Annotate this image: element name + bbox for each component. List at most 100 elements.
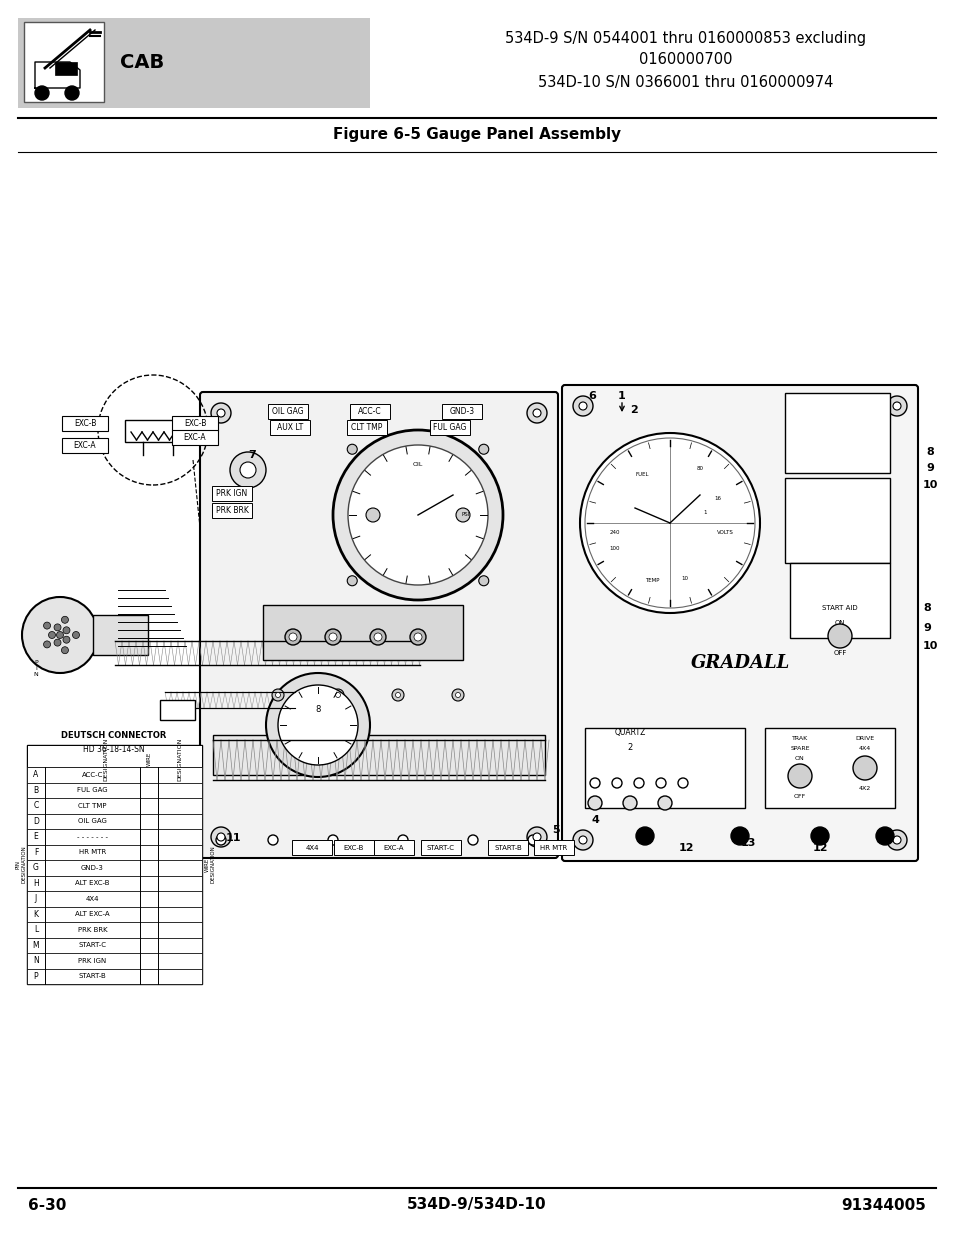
Text: FUEL: FUEL	[635, 473, 648, 478]
Circle shape	[397, 835, 408, 845]
Circle shape	[275, 693, 280, 698]
Text: START-C: START-C	[78, 942, 107, 948]
Text: DEUTSCH CONNECTOR: DEUTSCH CONNECTOR	[61, 730, 167, 740]
Text: N: N	[33, 956, 39, 966]
FancyBboxPatch shape	[334, 840, 374, 855]
Text: K: K	[33, 910, 38, 919]
Bar	[27, 767, 202, 783]
Circle shape	[374, 634, 381, 641]
Circle shape	[578, 836, 586, 844]
Circle shape	[527, 835, 537, 845]
Text: H: H	[33, 879, 39, 888]
Text: WIRE
DESIGNATION: WIRE DESIGNATION	[204, 846, 215, 883]
Bar	[27, 953, 202, 968]
Circle shape	[573, 830, 593, 850]
Circle shape	[584, 438, 754, 608]
Circle shape	[730, 827, 748, 845]
Text: 11: 11	[225, 832, 240, 844]
Text: DESIGNATION: DESIGNATION	[177, 737, 182, 781]
Circle shape	[634, 778, 643, 788]
Bar	[27, 860, 202, 876]
Text: CAB: CAB	[120, 53, 164, 73]
Text: 534D-9/534D-10: 534D-9/534D-10	[407, 1198, 546, 1213]
Circle shape	[587, 797, 601, 810]
Circle shape	[478, 576, 488, 585]
Circle shape	[61, 647, 69, 653]
Bar	[27, 968, 202, 984]
Bar	[27, 845, 202, 860]
Circle shape	[348, 445, 488, 585]
Text: EXC-B: EXC-B	[73, 419, 96, 429]
Circle shape	[289, 634, 296, 641]
Text: 8: 8	[923, 603, 930, 613]
Circle shape	[533, 832, 540, 841]
Text: START-B: START-B	[494, 845, 521, 851]
Circle shape	[579, 433, 760, 613]
Bar	[24, 22, 104, 103]
Text: ALT EXC-B: ALT EXC-B	[75, 881, 110, 887]
Circle shape	[211, 403, 231, 424]
Bar	[27, 937, 202, 953]
Text: SPARE: SPARE	[789, 746, 809, 751]
Circle shape	[370, 629, 386, 645]
Text: 8: 8	[925, 447, 933, 457]
Text: 12: 12	[811, 844, 827, 853]
Text: PRK IGN: PRK IGN	[216, 489, 248, 498]
Circle shape	[65, 86, 79, 100]
FancyBboxPatch shape	[200, 391, 558, 858]
Bar	[27, 745, 202, 984]
Bar	[784, 478, 889, 563]
FancyBboxPatch shape	[62, 416, 108, 431]
Text: Figure 6-5 Gauge Panel Assembly: Figure 6-5 Gauge Panel Assembly	[333, 127, 620, 142]
Text: C: C	[33, 802, 38, 810]
Bar	[764, 727, 894, 808]
FancyBboxPatch shape	[292, 840, 332, 855]
Text: PRK BRK: PRK BRK	[77, 926, 107, 932]
Circle shape	[410, 629, 426, 645]
FancyBboxPatch shape	[374, 840, 414, 855]
Circle shape	[852, 756, 876, 781]
Circle shape	[56, 631, 64, 638]
Text: 80: 80	[696, 466, 702, 471]
Text: GRADALL: GRADALL	[690, 655, 789, 672]
Text: 10: 10	[680, 576, 688, 580]
Circle shape	[54, 638, 61, 646]
FancyBboxPatch shape	[420, 840, 460, 855]
Circle shape	[329, 634, 336, 641]
FancyBboxPatch shape	[268, 404, 308, 419]
Bar	[27, 906, 202, 923]
FancyBboxPatch shape	[172, 430, 218, 445]
Text: ON: ON	[794, 756, 804, 761]
Circle shape	[787, 764, 811, 788]
Circle shape	[533, 409, 540, 417]
Circle shape	[478, 445, 488, 454]
Circle shape	[526, 403, 546, 424]
Text: OIL GAG: OIL GAG	[272, 408, 303, 416]
Circle shape	[414, 634, 421, 641]
Circle shape	[395, 693, 400, 698]
Circle shape	[44, 622, 51, 629]
Bar	[27, 814, 202, 829]
Circle shape	[215, 835, 226, 845]
Circle shape	[63, 636, 70, 643]
Text: START-B: START-B	[78, 973, 107, 979]
Circle shape	[892, 836, 900, 844]
Text: PRK BRK: PRK BRK	[215, 506, 248, 515]
Text: QUARTZ: QUARTZ	[614, 729, 645, 737]
Circle shape	[35, 86, 49, 100]
Text: 7: 7	[248, 450, 255, 459]
Text: 1: 1	[618, 391, 625, 401]
Circle shape	[277, 685, 357, 764]
Bar	[27, 745, 202, 767]
Text: TEMP: TEMP	[644, 578, 659, 583]
Circle shape	[216, 832, 225, 841]
Text: 534D-10 S/N 0366001 thru 0160000974: 534D-10 S/N 0366001 thru 0160000974	[537, 74, 833, 89]
Bar	[213, 735, 544, 776]
Text: 240: 240	[609, 531, 619, 536]
FancyBboxPatch shape	[212, 487, 252, 501]
FancyBboxPatch shape	[488, 840, 527, 855]
Text: EXC-A: EXC-A	[184, 433, 206, 442]
Text: CLT TMP: CLT TMP	[351, 424, 382, 432]
Text: VOLTS: VOLTS	[716, 531, 733, 536]
Text: P
I
N: P I N	[33, 661, 38, 677]
